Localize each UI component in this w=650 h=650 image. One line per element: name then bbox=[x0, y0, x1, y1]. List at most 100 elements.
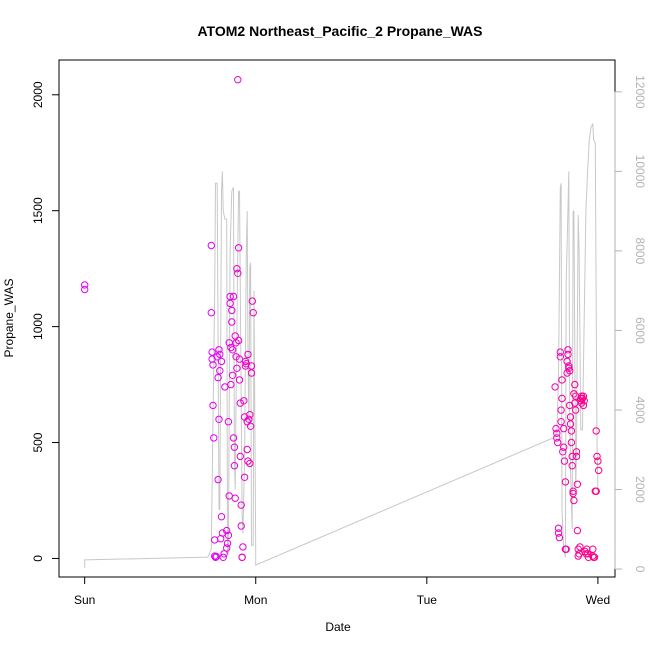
data-point bbox=[554, 529, 563, 537]
data-point bbox=[553, 429, 561, 437]
y-right-tick-label: 8000 bbox=[633, 238, 647, 265]
data-point bbox=[569, 487, 577, 495]
y-right-tick-label: 12000 bbox=[633, 75, 647, 109]
data-point bbox=[233, 364, 241, 372]
x-tick-label: Tue bbox=[417, 593, 438, 607]
data-point bbox=[234, 244, 243, 252]
x-axis: Sun Mon Tue Wed bbox=[74, 576, 610, 607]
data-point bbox=[217, 357, 226, 366]
data-point bbox=[571, 380, 579, 389]
data-point bbox=[572, 406, 580, 414]
data-point bbox=[557, 418, 565, 426]
data-point bbox=[231, 494, 239, 502]
data-point bbox=[240, 473, 249, 481]
data-point bbox=[559, 448, 567, 456]
data-point bbox=[554, 524, 563, 532]
data-point bbox=[570, 496, 578, 505]
data-point bbox=[227, 380, 235, 389]
data-point bbox=[234, 269, 242, 277]
y-right-tick-label: 4000 bbox=[633, 397, 647, 424]
data-point bbox=[228, 346, 237, 354]
y-left-tick-label: 0 bbox=[31, 555, 45, 562]
data-point bbox=[226, 299, 234, 308]
data-point bbox=[552, 424, 560, 433]
y-right-tick-label: 2000 bbox=[633, 476, 647, 503]
data-point bbox=[214, 373, 222, 382]
data-point bbox=[566, 413, 575, 421]
data-point bbox=[230, 443, 239, 451]
y-left-tick-label: 1000 bbox=[31, 313, 45, 340]
y-axis-label: Propane_WAS bbox=[2, 279, 16, 358]
data-point bbox=[558, 376, 566, 384]
data-point bbox=[595, 466, 603, 475]
data-point bbox=[219, 553, 227, 561]
data-point bbox=[244, 350, 252, 359]
data-point bbox=[568, 452, 576, 461]
y-left-tick-label: 1500 bbox=[31, 197, 45, 224]
data-point bbox=[566, 367, 574, 375]
data-point bbox=[231, 332, 239, 340]
data-point bbox=[210, 434, 218, 442]
x-axis-label: Date bbox=[325, 620, 351, 634]
data-point bbox=[246, 411, 254, 419]
data-point bbox=[568, 462, 576, 470]
data-point bbox=[567, 438, 576, 447]
data-point bbox=[225, 339, 233, 347]
data-point bbox=[563, 357, 571, 366]
data-point bbox=[592, 427, 600, 435]
y-axis-right: 0 2000 4000 6000 8000 10000 12000 bbox=[614, 75, 647, 573]
data-point bbox=[592, 487, 600, 495]
data-point bbox=[226, 292, 234, 301]
data-point bbox=[577, 399, 586, 407]
data-point bbox=[228, 306, 236, 315]
data-point bbox=[211, 553, 220, 561]
data-point bbox=[246, 422, 255, 430]
data-point bbox=[589, 545, 597, 553]
data-point bbox=[564, 350, 572, 359]
data-point bbox=[209, 401, 217, 410]
data-point bbox=[555, 533, 564, 542]
data-point bbox=[246, 459, 254, 468]
data-point bbox=[579, 392, 588, 400]
data-point bbox=[249, 309, 257, 317]
x-tick-label: Sun bbox=[74, 593, 95, 607]
y-right-tick-label: 10000 bbox=[633, 155, 647, 189]
data-point bbox=[553, 434, 561, 442]
x-tick-label: Mon bbox=[244, 593, 267, 607]
data-point bbox=[235, 376, 244, 384]
point-series bbox=[81, 76, 603, 561]
data-point bbox=[234, 336, 243, 345]
line-series bbox=[84, 123, 599, 568]
data-point bbox=[217, 513, 226, 521]
data-point bbox=[215, 415, 223, 423]
data-point bbox=[575, 550, 583, 558]
data-point bbox=[209, 361, 217, 369]
data-point bbox=[240, 397, 248, 405]
data-point bbox=[551, 383, 559, 391]
y-left-tick-label: 500 bbox=[31, 432, 45, 452]
data-point bbox=[234, 76, 242, 84]
data-point bbox=[237, 501, 245, 509]
data-point bbox=[243, 445, 251, 454]
data-point bbox=[569, 489, 577, 498]
data-point bbox=[579, 401, 588, 410]
data-point bbox=[573, 526, 582, 535]
data-point bbox=[213, 353, 221, 361]
plot-frame bbox=[58, 59, 616, 578]
data-point bbox=[216, 367, 224, 375]
data-point bbox=[576, 543, 584, 551]
data-point bbox=[556, 353, 564, 361]
data-point bbox=[557, 406, 565, 414]
data-point bbox=[245, 415, 253, 423]
data-point bbox=[244, 457, 252, 465]
data-point bbox=[207, 241, 216, 250]
data-point bbox=[211, 536, 219, 544]
data-point bbox=[561, 478, 570, 486]
data-point bbox=[229, 292, 238, 301]
data-point bbox=[573, 480, 582, 488]
data-point bbox=[556, 348, 564, 356]
data-point bbox=[228, 318, 236, 326]
data-point bbox=[566, 420, 575, 428]
data-point bbox=[233, 265, 241, 273]
